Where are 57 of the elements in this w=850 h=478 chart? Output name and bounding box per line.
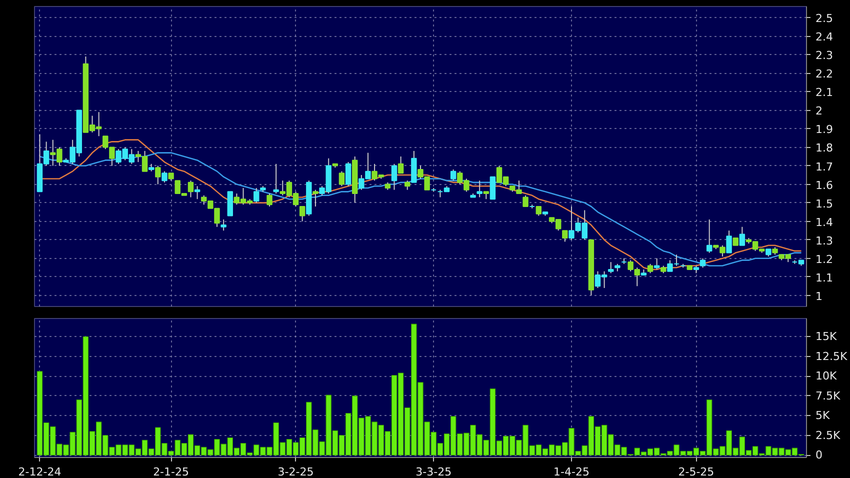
y-tick-label: 2.5 — [816, 12, 833, 26]
candlestick — [450, 168, 456, 182]
candlestick — [490, 176, 496, 200]
y-tick-label: 1.4 — [816, 216, 833, 229]
y-tick-label: 2.4 — [816, 30, 833, 44]
y-tick-label: 1 — [816, 290, 822, 303]
candlestick — [312, 189, 318, 207]
y-tick-label: 2.1 — [816, 86, 833, 100]
candlestick — [391, 163, 398, 190]
candlestick — [155, 165, 161, 185]
candlestick — [522, 194, 528, 207]
candlestick — [476, 180, 482, 198]
candlestick — [404, 180, 410, 190]
candlestick — [647, 263, 654, 274]
y-tick-label: 1.2 — [816, 252, 833, 266]
candlestick — [273, 163, 279, 194]
x-tick-label: 2-1-25 — [153, 466, 190, 478]
y-tick-label: 5K — [816, 409, 830, 422]
candlestick — [162, 170, 168, 183]
candlestick — [654, 258, 660, 270]
y-tick-label: 1.6 — [816, 178, 833, 192]
y-tick-label: 1.9 — [816, 123, 833, 136]
candlestick — [266, 193, 272, 207]
candlestick — [608, 262, 614, 274]
candlestick — [706, 218, 712, 254]
y-tick-label: 2 — [816, 104, 822, 118]
y-tick-label: 0 — [816, 448, 822, 462]
candlestick — [739, 226, 746, 246]
x-tick-label: 1-4-25 — [554, 466, 590, 478]
candlestick — [398, 156, 404, 174]
candlestick — [345, 162, 352, 187]
candlestick — [254, 187, 260, 204]
y-tick-label: 15K — [816, 330, 838, 344]
candlestick — [194, 186, 200, 200]
y-tick-label: 1.1 — [816, 271, 833, 284]
y-tick-label: 2.2 — [816, 68, 833, 81]
candlestick — [299, 206, 306, 222]
candlestick — [726, 230, 732, 254]
x-tick-label: 3-3-25 — [416, 466, 452, 478]
y-tick-label: 1.5 — [816, 197, 833, 210]
y-tick-label: 10K — [816, 370, 838, 383]
candlestick — [562, 230, 568, 242]
candlestick — [188, 180, 194, 198]
candlestick — [220, 218, 226, 232]
x-tick-label: 3-2-25 — [278, 466, 314, 478]
x-tick-label: 2-12-24 — [18, 466, 62, 478]
y-tick-label: 2.3 — [816, 49, 833, 62]
candlestick — [338, 170, 345, 187]
y-tick-label: 1.8 — [816, 142, 833, 155]
candlestick — [700, 258, 706, 268]
y-tick-label: 1.7 — [816, 160, 833, 174]
candlestick — [536, 206, 542, 216]
y-tick-label: 12.5K — [816, 350, 848, 363]
y-tick-label: 2.5K — [816, 428, 841, 442]
x-tick-label: 2-5-25 — [678, 466, 714, 478]
y-tick-label: 1.3 — [816, 234, 833, 248]
y-tick-label: 7.5K — [816, 389, 841, 402]
